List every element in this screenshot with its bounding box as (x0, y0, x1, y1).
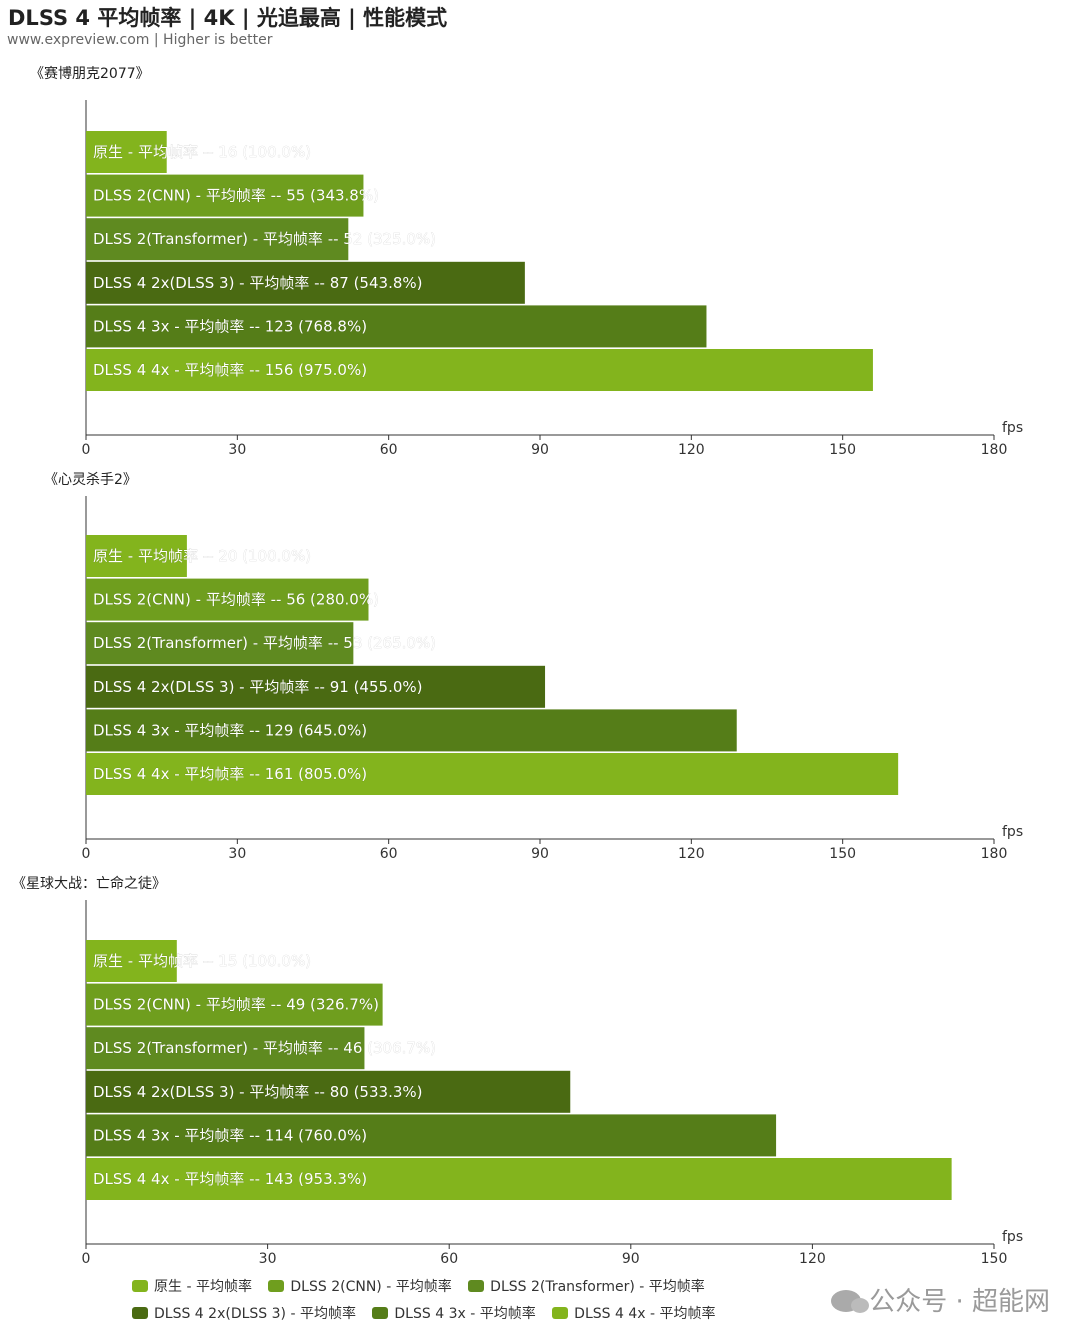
bar-data-label: DLSS 2(CNN) - 平均帧率 -- 49 (326.7%) (93, 996, 379, 1014)
bar-data-label: DLSS 4 4x - 平均帧率 -- 156 (975.0%) (93, 361, 367, 379)
bar (86, 131, 167, 173)
wechat-icon (831, 1290, 870, 1313)
legend: 原生 - 平均帧率 DLSS 2(CNN) - 平均帧率 DLSS 2(Tran… (132, 1274, 932, 1328)
bar (86, 305, 707, 348)
bar-data-label: DLSS 4 3x - 平均帧率 -- 123 (768.8%) (93, 317, 367, 335)
bar (86, 1114, 777, 1157)
bar (86, 665, 546, 708)
legend-item[interactable]: DLSS 2(CNN) - 平均帧率 (268, 1274, 452, 1301)
legend-item[interactable]: DLSS 4 2x(DLSS 3) - 平均帧率 (132, 1301, 356, 1328)
x-axis-unit: fps (1002, 1229, 1023, 1245)
bar-data-label: DLSS 4 2x(DLSS 3) - 平均帧率 -- 91 (455.0%) (93, 678, 422, 696)
bar (86, 174, 364, 217)
bar-data-label: DLSS 2(CNN) - 平均帧率 -- 56 (280.0%) (93, 591, 379, 609)
legend-label: 原生 - 平均帧率 (154, 1279, 252, 1295)
x-tick-label: 60 (440, 1251, 458, 1267)
bar (86, 1070, 571, 1113)
x-axis-unit: fps (1002, 824, 1023, 840)
bar-data-label: DLSS 2(Transformer) - 平均帧率 -- 46 (306.7%… (93, 1039, 436, 1057)
bar (86, 261, 525, 304)
bar (86, 940, 177, 982)
bar-data-label: 原生 - 平均帧率 -- 16 (100.0%) (93, 143, 311, 161)
legend-swatch (372, 1307, 389, 1319)
x-tick-label: 60 (380, 442, 398, 458)
x-axis-unit: fps (1002, 420, 1023, 436)
bar-data-label: DLSS 2(Transformer) - 平均帧率 -- 52 (325.0%… (93, 230, 436, 248)
bar-data-label: 原生 - 平均帧率 -- 20 (100.0%) (93, 547, 311, 565)
x-tick-label: 90 (531, 442, 549, 458)
legend-label: DLSS 2(CNN) - 平均帧率 (290, 1279, 452, 1295)
bar-data-label: 原生 - 平均帧率 -- 15 (100.0%) (93, 952, 311, 970)
bar-data-label: DLSS 2(CNN) - 平均帧率 -- 55 (343.8%) (93, 187, 379, 205)
bar (86, 753, 899, 795)
x-tick-label: 30 (228, 846, 246, 862)
x-tick-label: 120 (678, 846, 705, 862)
legend-label: DLSS 4 2x(DLSS 3) - 平均帧率 (154, 1306, 356, 1322)
x-tick-label: 0 (82, 846, 91, 862)
x-tick-label: 90 (531, 846, 549, 862)
legend-item[interactable]: DLSS 4 3x - 平均帧率 (372, 1301, 536, 1328)
bar (86, 709, 737, 752)
bar (86, 983, 383, 1026)
legend-swatch (468, 1280, 485, 1292)
bar (86, 535, 187, 577)
x-tick-label: 150 (981, 1251, 1008, 1267)
x-tick-label: 150 (829, 846, 856, 862)
chart-title: 《星球大战：亡命之徒》 (12, 875, 166, 892)
bar (86, 578, 369, 621)
legend-swatch (132, 1307, 148, 1319)
x-tick-label: 30 (228, 442, 246, 458)
bar-data-label: DLSS 4 4x - 平均帧率 -- 161 (805.0%) (93, 765, 367, 783)
bar (86, 1027, 365, 1070)
bar-data-label: DLSS 4 3x - 平均帧率 -- 129 (645.0%) (93, 721, 367, 739)
legend-item[interactable]: 原生 - 平均帧率 (132, 1274, 252, 1301)
legend-swatch (268, 1280, 285, 1292)
legend-item[interactable]: DLSS 4 4x - 平均帧率 (552, 1301, 715, 1328)
legend-label: DLSS 4 4x - 平均帧率 (574, 1306, 716, 1322)
legend-label: DLSS 4 3x - 平均帧率 (394, 1306, 536, 1322)
chart-title: 《心灵杀手2》 (44, 472, 137, 488)
chart-title: 《赛博朋克2077》 (30, 65, 150, 82)
legend-item[interactable]: DLSS 2(Transformer) - 平均帧率 (468, 1274, 705, 1301)
bar-data-label: DLSS 4 4x - 平均帧率 -- 143 (953.3%) (93, 1170, 367, 1188)
bar (86, 622, 354, 665)
x-tick-label: 180 (981, 846, 1008, 862)
page-subtitle: www.expreview.com | Higher is better (7, 32, 273, 48)
x-tick-label: 30 (259, 1251, 277, 1267)
watermark: 公众号 · 超能网 (831, 1281, 1050, 1318)
page-title: DLSS 4 平均帧率 | 4K | 光追最高 | 性能模式 (8, 6, 448, 30)
x-tick-label: 60 (380, 846, 398, 862)
x-tick-label: 180 (981, 442, 1008, 458)
bar (86, 349, 873, 391)
x-tick-label: 120 (678, 442, 705, 458)
x-tick-label: 150 (829, 442, 856, 458)
x-tick-label: 0 (82, 1251, 91, 1267)
legend-swatch (132, 1280, 148, 1292)
bar-data-label: DLSS 4 2x(DLSS 3) - 平均帧率 -- 87 (543.8%) (93, 274, 422, 292)
legend-label: DLSS 2(Transformer) - 平均帧率 (490, 1279, 705, 1295)
x-tick-label: 90 (622, 1251, 640, 1267)
watermark-text: 公众号 · 超能网 (869, 1287, 1050, 1317)
legend-swatch (552, 1307, 569, 1319)
bar-data-label: DLSS 4 3x - 平均帧率 -- 114 (760.0%) (93, 1126, 367, 1144)
x-tick-label: 0 (82, 442, 91, 458)
bar-data-label: DLSS 2(Transformer) - 平均帧率 -- 53 (265.0%… (93, 634, 436, 652)
bar (86, 1158, 952, 1200)
bar-data-label: DLSS 4 2x(DLSS 3) - 平均帧率 -- 80 (533.3%) (93, 1083, 422, 1101)
x-tick-label: 120 (799, 1251, 826, 1267)
bar (86, 218, 349, 261)
